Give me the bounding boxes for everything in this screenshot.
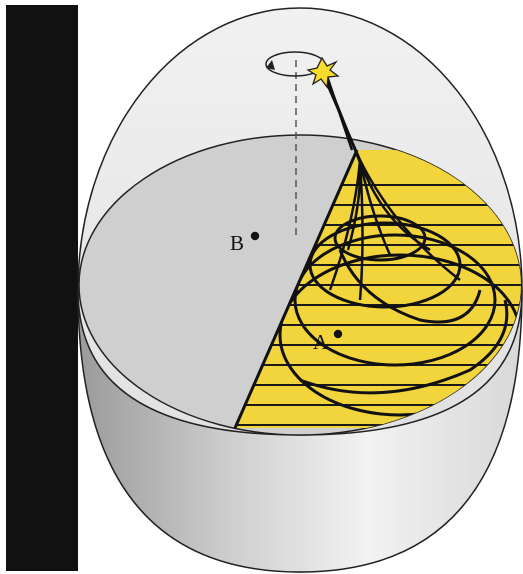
point-b-label: B (230, 231, 244, 255)
star-burst-icon (306, 56, 340, 89)
point-b-dot (250, 231, 260, 241)
dividing-line (233, 149, 359, 429)
trajectory-loops (278, 214, 521, 417)
ray-bundle (320, 71, 461, 301)
point-a-dot (333, 329, 343, 339)
side-bar (6, 5, 78, 571)
lower-shell (77, 289, 523, 573)
point-a-label: A (313, 330, 329, 354)
